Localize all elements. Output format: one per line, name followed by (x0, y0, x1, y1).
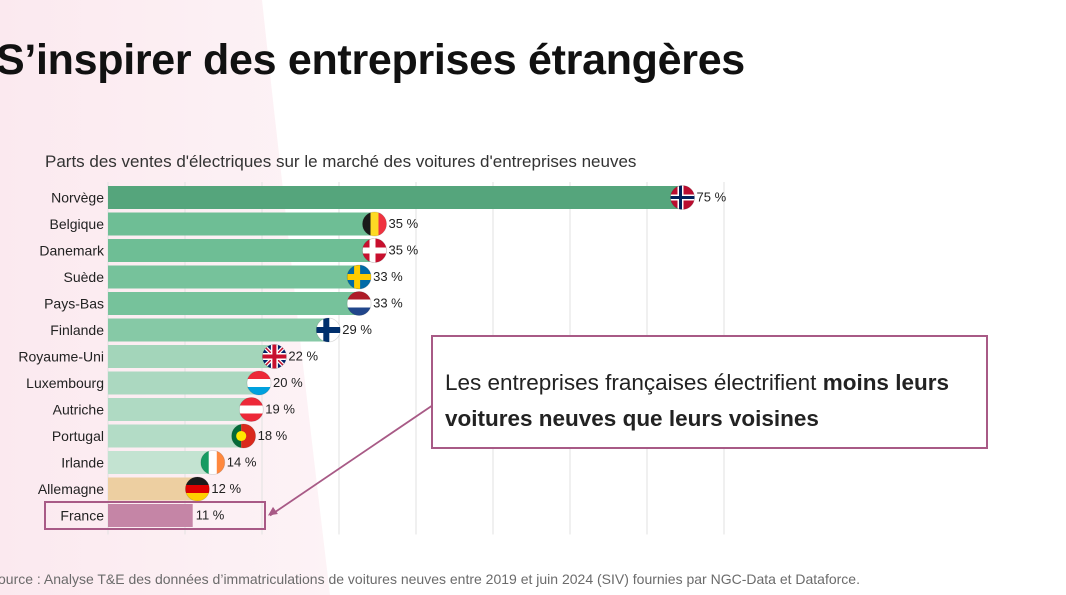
category-label: Danemark (39, 243, 105, 259)
bar-autriche (108, 398, 255, 421)
value-label: 33 % (373, 269, 403, 284)
bar-suède (108, 265, 363, 289)
category-label: Allemagne (38, 481, 104, 497)
category-label: Irlande (61, 455, 104, 471)
bar-chart: Norvège 75 % Belgique 35 % Danemark 35 % Suède… (18, 182, 727, 535)
category-label: Portugal (52, 428, 104, 444)
callout-text-bold: moins leurs voitures neuves que leurs vo… (445, 370, 949, 431)
flag-sweden-icon (347, 265, 372, 289)
value-label: 33 % (373, 296, 403, 311)
value-label: 75 % (697, 190, 727, 205)
callout-arrowhead (268, 506, 278, 516)
bar-royaume-uni (108, 345, 278, 368)
flag-united-kingdom-icon (262, 344, 287, 369)
flag-netherlands-icon (347, 291, 372, 316)
category-label: Finlande (50, 322, 104, 338)
value-label: 11 % (196, 508, 225, 523)
highlight-box-france (44, 501, 266, 530)
chart-title: Parts des ventes d'électriques sur le ma… (45, 152, 637, 171)
value-label: 35 % (389, 243, 419, 258)
value-label: 22 % (288, 349, 318, 364)
category-label: Royaume-Uni (18, 349, 104, 365)
bar-belgique (108, 212, 378, 236)
callout-text: Les entreprises françaises électrifient … (445, 365, 985, 437)
callout-text-regular: Les entreprises françaises électrifient (445, 370, 823, 395)
bar-france (108, 504, 193, 527)
flag-portugal-icon (231, 424, 256, 448)
bar-finlande (108, 318, 332, 342)
category-label: Suède (64, 269, 105, 285)
value-label: 20 % (273, 375, 303, 390)
flag-finland-icon (316, 318, 341, 342)
category-label: Norvège (51, 190, 104, 206)
flag-norway-icon (670, 185, 695, 210)
category-label: Autriche (53, 402, 105, 418)
bar-norvège (108, 186, 686, 209)
flag-austria-icon (239, 397, 264, 422)
value-label: 19 % (265, 402, 295, 417)
bar-irlande (108, 451, 216, 474)
category-label: Luxembourg (26, 375, 104, 391)
bar-luxembourg (108, 371, 262, 395)
flag-luxembourg-icon (247, 371, 271, 395)
flag-belgium-icon (362, 212, 387, 236)
flag-germany-icon (185, 477, 210, 501)
value-label: 29 % (342, 322, 372, 337)
category-label: Belgique (50, 216, 105, 232)
callout-box: Les entreprises françaises électrifient … (431, 335, 988, 449)
category-label: France (60, 508, 104, 524)
bar-allemagne (108, 477, 201, 501)
flag-denmark-icon (362, 238, 387, 263)
bar-danemark (108, 239, 378, 262)
value-label: 12 % (211, 481, 241, 496)
source-note: ource : Analyse T&E des données d’immatr… (0, 571, 860, 587)
flag-ireland-icon (200, 450, 225, 475)
callout-arrow-line (269, 402, 437, 517)
value-label: 35 % (389, 216, 419, 231)
bar-portugal (108, 424, 247, 448)
value-label: 14 % (227, 455, 257, 470)
bar-pays-bas (108, 292, 363, 315)
value-label: 18 % (258, 428, 288, 443)
slide-title: S’inspirer des entreprises étrangères (0, 36, 745, 84)
category-label: Pays-Bas (44, 296, 104, 312)
